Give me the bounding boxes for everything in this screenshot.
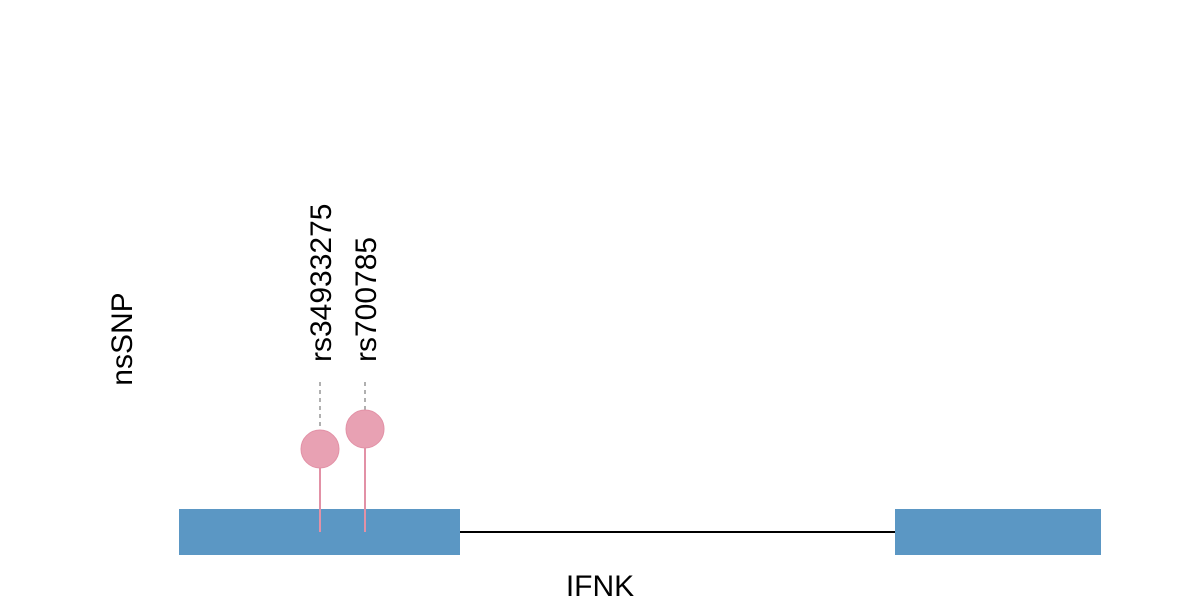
snp-label-2: rs700785: [350, 237, 383, 362]
exon-2: [895, 509, 1101, 555]
snp-marker-1: rs34933275: [300, 204, 340, 532]
snp-head-2: [345, 409, 385, 449]
track-label: nsSNP: [106, 292, 139, 385]
snp-label-1: rs34933275: [305, 204, 338, 362]
snp-marker-2: rs700785: [345, 237, 385, 532]
gene-label: IFNK: [566, 570, 634, 600]
snp-head-1: [300, 429, 340, 469]
